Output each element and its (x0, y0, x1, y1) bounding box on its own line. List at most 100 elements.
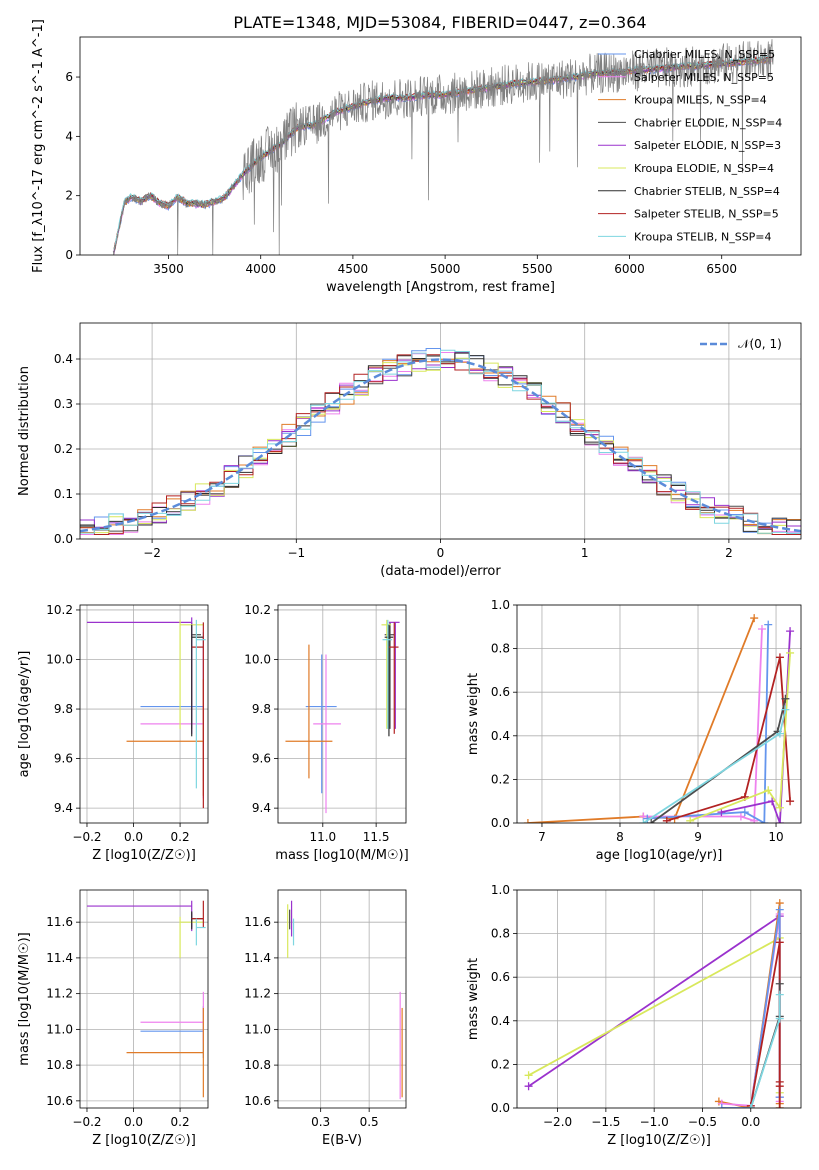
plot-area (287, 900, 403, 1100)
x-axis-label: age [log10(age/yr)] (596, 848, 723, 863)
weight-marker (717, 1104, 726, 1108)
weight-marker (764, 786, 773, 795)
legend-label: 𝒩(0, 1) (738, 337, 782, 351)
axes-mass_vs_Z: −0.2 0.0 0.2 10.6 10.8 11.0 11.2 11.4 11.6 Z [log… (17, 889, 209, 1148)
axes-frame (277, 604, 407, 824)
y-axis-label: mass weight (466, 958, 481, 1040)
x-tick-label: 4500 (338, 262, 369, 276)
y-tick-label: 9.8 (54, 702, 73, 716)
y-tick-label: 9.4 (252, 801, 271, 815)
errorbar-point (195, 918, 206, 946)
figure-title: PLATE=1348, MJD=53084, FIBERID=0447, z=0… (233, 13, 646, 32)
x-tick-label: 0 (437, 546, 445, 560)
y-tick-label: 0.0 (491, 1101, 510, 1115)
weight-marker (775, 1077, 784, 1086)
weight-marker (775, 803, 784, 812)
y-tick-label: 2 (65, 189, 73, 203)
y-tick-label: 10.0 (244, 653, 271, 667)
y-tick-label: 0.2 (491, 772, 510, 786)
y-tick-label: 4 (65, 129, 73, 143)
x-tick-label: 4000 (245, 262, 276, 276)
x-tick-label: 11.0 (309, 830, 336, 844)
y-tick-label: 0.3 (54, 397, 73, 411)
legend-label: Chabrier STELIB, N_SSP=4 (634, 185, 780, 198)
axes-residuals: −2 −1 0 1 2 0.0 0.1 0.2 0.3 0.4 (data-model)/error… (17, 322, 802, 579)
weight-marker (786, 797, 795, 806)
legend-label: Salpeter STELIB, N_SSP=5 (634, 208, 779, 221)
x-axis-label: wavelength [Angstrom, rest frame] (326, 280, 555, 295)
x-tick-label: 5000 (430, 262, 461, 276)
x-tick-label: 0.3 (311, 1115, 330, 1129)
weight-marker (775, 819, 784, 823)
y-tick-label: 1.0 (491, 598, 510, 612)
y-axis-label: Normed distribution (17, 366, 32, 496)
x-tick-label: −2.0 (543, 1115, 572, 1129)
y-tick-label: 11.2 (46, 987, 73, 1001)
y-tick-label: 0.4 (491, 729, 510, 743)
y-tick-label: 0.4 (491, 1014, 510, 1028)
axes-mass_vs_ebv: 0.3 0.5 10.6 10.8 11.0 11.2 11.4 11.6 E(B-V) (244, 889, 407, 1148)
x-tick-label: 8 (616, 830, 624, 844)
weight-series-line (647, 624, 770, 823)
axes-age_vs_Z: −0.2 0.0 0.2 9.4 9.6 9.8 10.0 10.2 Z [log10(Z/Z☉… (17, 603, 209, 863)
weight-marker (647, 819, 656, 823)
y-tick-label: 9.6 (54, 752, 73, 766)
y-tick-label: 0.8 (491, 927, 510, 941)
x-tick-label: 11.5 (363, 830, 390, 844)
x-tick-label: 6000 (614, 262, 645, 276)
histogram-step (80, 349, 801, 534)
legend-label: Kroupa MILES, N_SSP=4 (634, 94, 767, 107)
y-tick-label: 10.6 (244, 1094, 271, 1108)
errorbar-point (285, 644, 333, 779)
weight-marker (775, 1104, 784, 1108)
x-tick-label: 0.2 (171, 1115, 190, 1129)
axes-frame (79, 604, 209, 824)
y-tick-label: 10.2 (244, 603, 271, 617)
weight-marker (662, 816, 671, 823)
weight-marker (524, 1071, 533, 1080)
weight-marker (781, 694, 790, 703)
errorbar-point (191, 622, 204, 809)
y-tick-label: 0.0 (54, 532, 73, 546)
y-tick-label: 9.8 (252, 702, 271, 716)
axes-spectrum: 3500 4000 4500 5000 5500 6000 6500 0 2 4 6 waveleng… (31, 19, 802, 295)
legend: Chabrier MILES, N_SSP=5 Salpeter MILES, N… (598, 48, 782, 243)
y-tick-label: 0.6 (491, 970, 510, 984)
y-tick-label: 0.1 (54, 487, 73, 501)
x-tick-label: −1 (287, 546, 305, 560)
axes-frame (516, 889, 802, 1109)
legend-label: Kroupa ELODIE, N_SSP=4 (634, 162, 774, 175)
weight-marker (786, 627, 795, 636)
y-tick-label: 10.6 (46, 1094, 73, 1108)
y-tick-label: 10.0 (46, 653, 73, 667)
observed-spectrum-line (112, 39, 774, 255)
weight-marker (686, 816, 695, 823)
x-tick-label: 3500 (153, 262, 184, 276)
x-tick-label: 0.0 (124, 1115, 143, 1129)
y-tick-label: 11.2 (244, 987, 271, 1001)
y-tick-label: 10.2 (46, 603, 73, 617)
x-tick-label: −0.5 (688, 1115, 717, 1129)
axes-frame (79, 36, 802, 256)
x-tick-label: −1.0 (640, 1115, 669, 1129)
weight-marker (524, 1082, 533, 1091)
y-tick-label: 0.8 (491, 642, 510, 656)
x-tick-label: 0.5 (360, 1115, 379, 1129)
legend-label: Salpeter MILES, N_SSP=5 (634, 71, 774, 84)
y-axis-label: mass [log10(M/M☉)] (17, 932, 32, 1065)
axes-weight_vs_Z: −2.0 −1.5 −1.0 −0.5 0.0 0.0 0.2 0.4 0.6 0.8 1.0 Z [… (466, 883, 802, 1148)
legend: 𝒩(0, 1) (700, 337, 782, 351)
x-tick-label: −0.2 (72, 1115, 101, 1129)
x-axis-label: Z [log10(Z/Z☉)] (92, 848, 196, 863)
y-tick-label: 11.4 (46, 951, 73, 965)
y-tick-label: 10.8 (46, 1058, 73, 1072)
weight-marker (746, 1104, 755, 1108)
x-tick-label: 9 (694, 830, 702, 844)
x-axis-label: E(B-V) (322, 1133, 362, 1148)
x-axis-label: (data-model)/error (380, 564, 501, 579)
plot-area (112, 39, 774, 255)
plot-area (523, 614, 795, 823)
errorbar-point (382, 619, 393, 729)
y-tick-label: 0.2 (491, 1057, 510, 1071)
